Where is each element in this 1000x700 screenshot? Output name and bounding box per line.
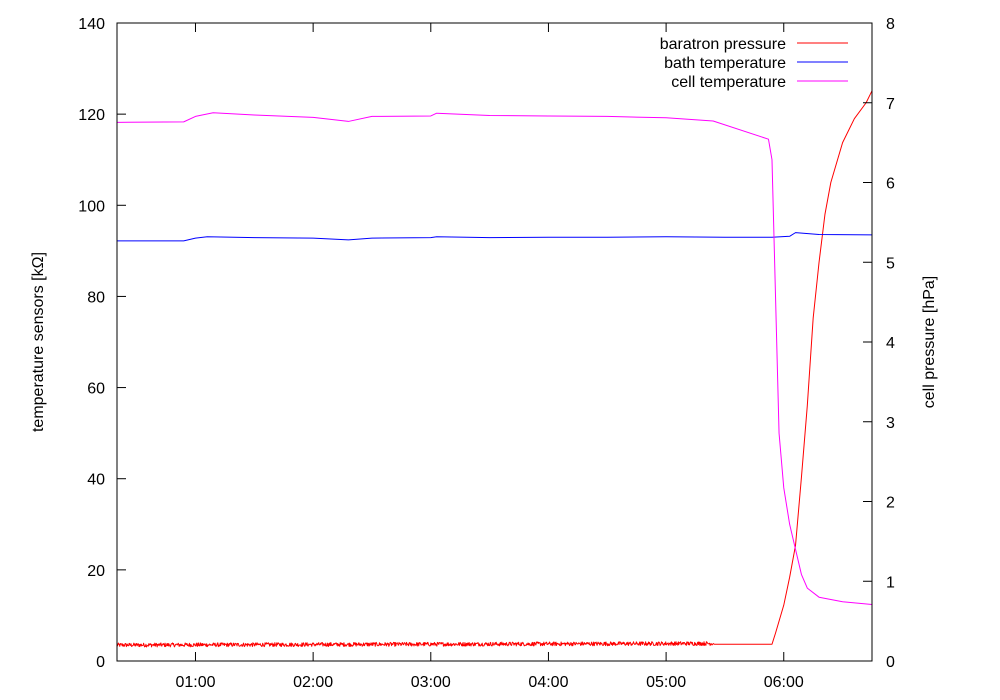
plot-frame — [116, 22, 873, 662]
y-left-tick-label: 100 — [78, 198, 105, 215]
x-tick-label: 04:00 — [528, 674, 568, 691]
y-left-tick-label: 120 — [78, 107, 105, 124]
y-axis-left: 0 20 40 60 80 100 120 140 — [78, 16, 126, 671]
y-axis-right-title: cell pressure [hPa] — [921, 276, 938, 409]
y-right-tick-label: 3 — [886, 415, 895, 432]
y-left-tick-label: 20 — [87, 563, 105, 580]
y-right-tick-label: 2 — [886, 495, 895, 512]
y-left-tick-label: 40 — [87, 472, 105, 489]
y-left-tick-label: 140 — [78, 16, 105, 33]
x-tick-label: 06:00 — [764, 674, 804, 691]
legend-label: bath temperature — [664, 55, 786, 72]
y-right-tick-label: 5 — [886, 255, 895, 272]
y-right-tick-label: 4 — [886, 335, 895, 352]
y-right-tick-label: 6 — [886, 176, 895, 193]
series-line-cell-temperature — [117, 112, 872, 605]
y-axis-right: 0 1 2 3 4 5 6 7 8 — [863, 16, 895, 671]
y-right-tick-label: 8 — [886, 16, 895, 33]
series-line-baratron-pressure — [117, 90, 872, 648]
y-right-tick-label: 1 — [886, 574, 895, 591]
legend-label: baratron pressure — [660, 36, 786, 53]
series-line-bath-temperature — [117, 232, 872, 242]
y-right-tick-label: 7 — [886, 96, 895, 113]
legend-label: cell temperature — [671, 74, 786, 91]
legend: baratron pressure bath temperature cell te… — [660, 36, 848, 91]
x-tick-label: 02:00 — [293, 674, 333, 691]
y-left-tick-label: 60 — [87, 381, 105, 398]
x-tick-label: 03:00 — [411, 674, 451, 691]
y-left-tick-label: 80 — [87, 289, 105, 306]
x-tick-label: 05:00 — [646, 674, 686, 691]
x-axis: 01:00 02:00 03:00 04:00 05:00 06:00 — [175, 23, 804, 691]
series-layer — [117, 90, 872, 648]
y-right-tick-label: 0 — [886, 654, 895, 671]
y-axis-left-title: temperature sensors [kΩ] — [30, 252, 47, 432]
x-tick-label: 01:00 — [175, 674, 215, 691]
y-left-tick-label: 0 — [96, 654, 105, 671]
